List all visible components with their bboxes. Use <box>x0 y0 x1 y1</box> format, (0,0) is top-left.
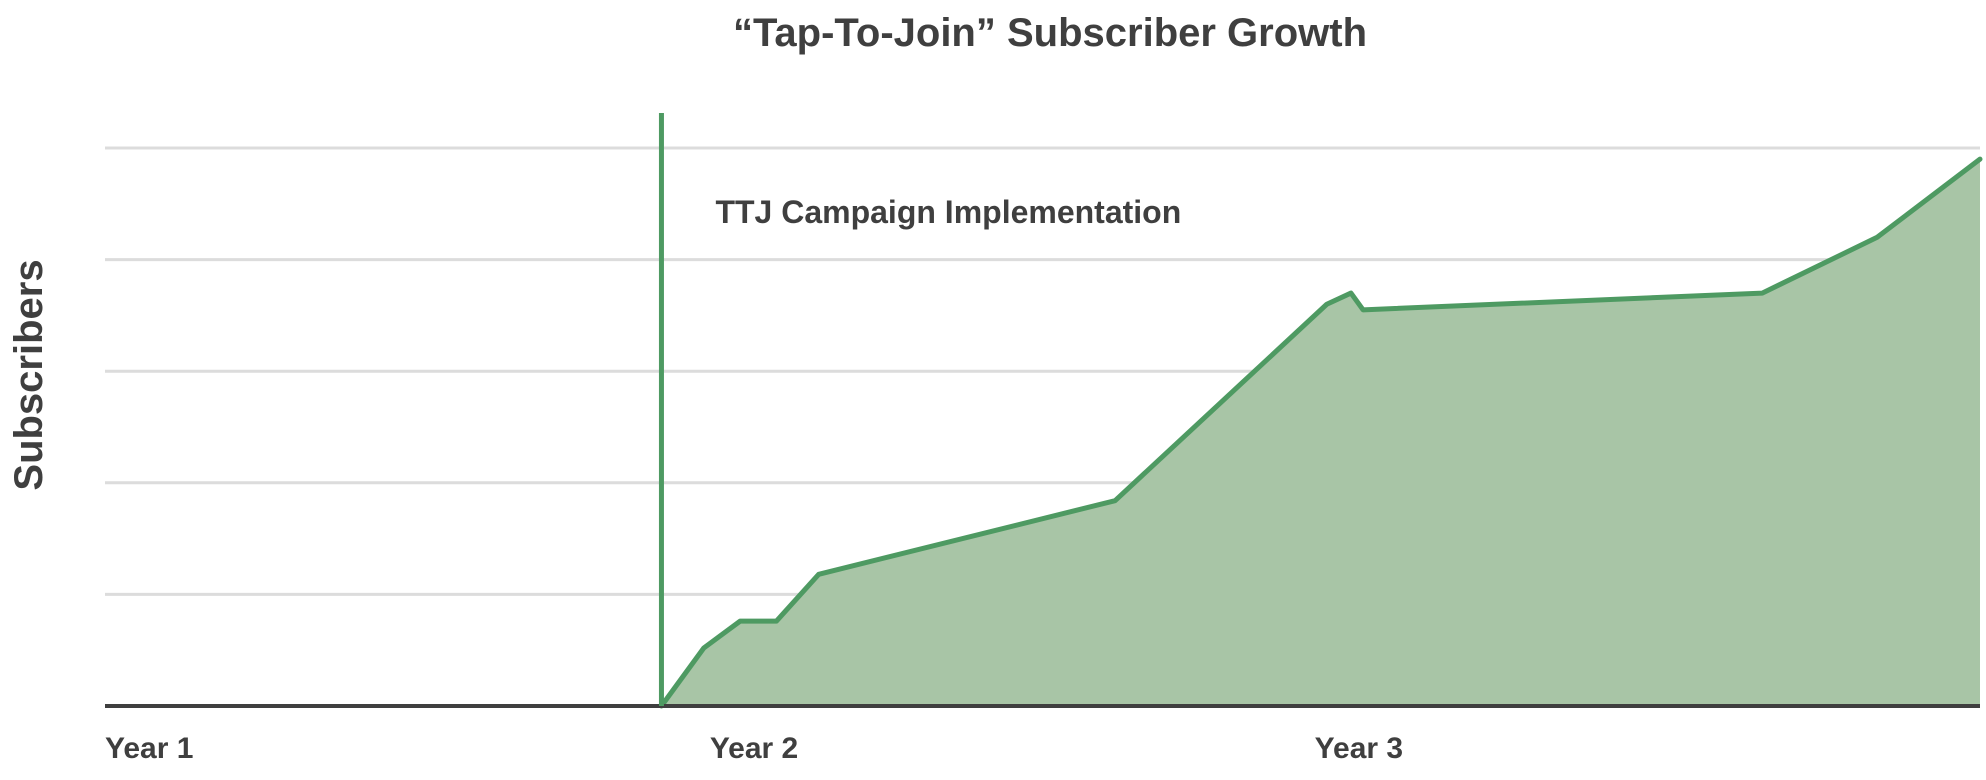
series-area <box>661 159 1980 706</box>
x-tick-label: Year 3 <box>1315 732 1403 765</box>
x-tick-label: Year 1 <box>105 732 193 765</box>
chart-title: “Tap-To-Join” Subscriber Growth <box>733 11 1367 55</box>
plot-area <box>105 156 1983 709</box>
y-axis-label: Subscribers <box>7 259 51 490</box>
campaign-annotation-label: TTJ Campaign Implementation <box>715 194 1181 230</box>
x-tick-label: Year 2 <box>710 732 798 765</box>
x-axis-ticks: Year 1 Year 2 Year 3 <box>105 732 1403 765</box>
series-line <box>658 156 1983 709</box>
annotations: TTJ Campaign Implementation <box>658 113 1181 706</box>
